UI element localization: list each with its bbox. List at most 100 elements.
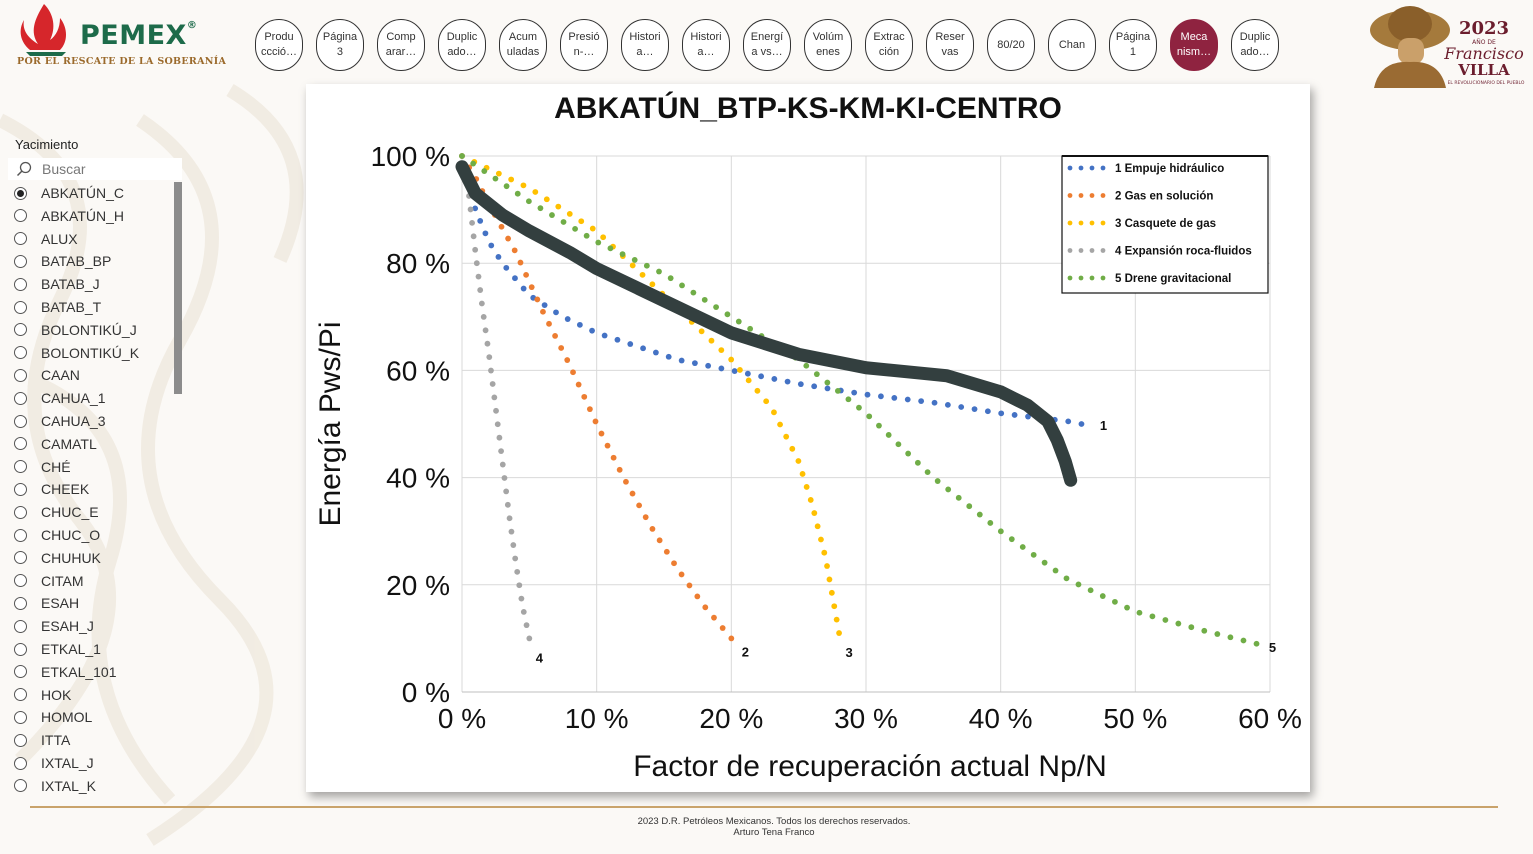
radio-icon[interactable] bbox=[14, 688, 27, 702]
slicer-item[interactable]: CHUHUK bbox=[14, 547, 101, 569]
radio-icon[interactable] bbox=[14, 346, 27, 360]
slicer-search[interactable]: Buscar bbox=[8, 158, 182, 180]
radio-icon[interactable] bbox=[14, 232, 27, 246]
slicer-item[interactable]: ESAH bbox=[14, 592, 79, 614]
nav-button-16[interactable]: Meca nism… bbox=[1170, 19, 1218, 71]
radio-icon[interactable] bbox=[14, 642, 27, 656]
slicer-item[interactable]: ETKAL_1 bbox=[14, 638, 101, 660]
slicer-item-label: CAHUA_1 bbox=[41, 390, 106, 407]
radio-icon[interactable] bbox=[14, 779, 27, 793]
search-input[interactable]: Buscar bbox=[42, 161, 86, 177]
series-1-point bbox=[512, 275, 518, 282]
nav-button-8[interactable]: Histori a… bbox=[682, 19, 730, 71]
series-2-point bbox=[663, 548, 670, 555]
slicer-item[interactable]: CHÉ bbox=[14, 456, 71, 478]
series-1-end-label: 1 bbox=[1100, 418, 1107, 433]
radio-icon[interactable] bbox=[14, 665, 27, 679]
slicer-item[interactable]: CAMATL bbox=[14, 433, 97, 455]
slicer-item[interactable]: HOK bbox=[14, 684, 71, 706]
legend-marker bbox=[1078, 193, 1084, 198]
slicer-scrollbar[interactable] bbox=[174, 182, 182, 394]
radio-icon[interactable] bbox=[14, 209, 27, 223]
series-1-point bbox=[771, 376, 778, 382]
nav-button-9[interactable]: Energí a vs… bbox=[743, 19, 791, 71]
slicer-item[interactable]: ESAH_J bbox=[14, 615, 94, 637]
series-5-point bbox=[813, 371, 820, 378]
series-1-point bbox=[541, 302, 548, 308]
slicer-item[interactable]: CHUC_E bbox=[14, 501, 99, 523]
slicer-item[interactable]: BOLONTIKÚ_J bbox=[14, 319, 137, 341]
radio-icon[interactable] bbox=[14, 414, 27, 428]
series-3-point bbox=[833, 616, 840, 623]
series-5-end-label: 5 bbox=[1269, 640, 1276, 655]
nav-button-10[interactable]: Volúm enes bbox=[804, 19, 852, 71]
radio-icon[interactable] bbox=[14, 551, 27, 565]
nav-button-13[interactable]: 80/20 bbox=[987, 19, 1035, 71]
slicer-item[interactable]: BATAB_J bbox=[14, 273, 100, 295]
radio-selected-icon[interactable] bbox=[14, 186, 27, 200]
nav-button-2[interactable]: Página 3 bbox=[316, 19, 364, 71]
radio-icon[interactable] bbox=[14, 574, 27, 588]
nav-button-3[interactable]: Comp arar… bbox=[377, 19, 425, 71]
radio-icon[interactable] bbox=[14, 277, 27, 291]
radio-icon[interactable] bbox=[14, 619, 27, 633]
radio-icon[interactable] bbox=[14, 460, 27, 474]
series-5-point bbox=[824, 379, 831, 386]
nav-button-11[interactable]: Extrac ción bbox=[865, 19, 913, 71]
slicer-item[interactable]: HOMOL bbox=[14, 706, 92, 728]
slicer-item[interactable]: CHUC_O bbox=[14, 524, 100, 546]
nav-button-1[interactable]: Produ ccció… bbox=[255, 19, 303, 71]
series-4-point bbox=[496, 434, 503, 441]
radio-icon[interactable] bbox=[14, 391, 27, 405]
series-4-point bbox=[516, 582, 523, 589]
slicer-item[interactable]: CAHUA_3 bbox=[14, 410, 106, 432]
nav-button-14[interactable]: Chan bbox=[1048, 19, 1096, 71]
svg-text:Francisco: Francisco bbox=[1443, 44, 1523, 63]
slicer-item[interactable]: BATAB_BP bbox=[14, 250, 111, 272]
radio-icon[interactable] bbox=[14, 756, 27, 770]
series-2-point bbox=[558, 345, 565, 351]
series-2-point bbox=[517, 259, 524, 266]
slicer-item[interactable]: CITAM bbox=[14, 570, 84, 592]
y-tick-label: 20 % bbox=[386, 570, 450, 601]
slicer-item[interactable]: ABKATÚN_H bbox=[14, 205, 124, 227]
slicer-item[interactable]: ABKATÚN_C bbox=[14, 182, 124, 204]
radio-icon[interactable] bbox=[14, 505, 27, 519]
nav-button-4[interactable]: Duplic ado… bbox=[438, 19, 486, 71]
nav-button-6[interactable]: Presió n-… bbox=[560, 19, 608, 71]
series-5-point bbox=[643, 262, 650, 269]
series-3-point bbox=[831, 603, 838, 610]
slicer-item[interactable]: BATAB_T bbox=[14, 296, 101, 318]
radio-icon[interactable] bbox=[14, 323, 27, 337]
series-5-point bbox=[834, 388, 841, 394]
y-tick-label: 0 % bbox=[402, 677, 450, 708]
slicer-item[interactable]: ETKAL_101 bbox=[14, 661, 117, 683]
slicer-item-label: IXTAL_J bbox=[41, 755, 94, 771]
radio-icon[interactable] bbox=[14, 733, 27, 747]
series-4-point bbox=[478, 300, 485, 307]
radio-icon[interactable] bbox=[14, 437, 27, 451]
nav-button-12[interactable]: Reser vas bbox=[926, 19, 974, 71]
slicer-item-label: ALUX bbox=[41, 230, 78, 247]
slicer-item[interactable]: ITTA bbox=[14, 729, 70, 751]
nav-button-5[interactable]: Acum uladas bbox=[499, 19, 547, 71]
radio-icon[interactable] bbox=[14, 528, 27, 542]
radio-icon[interactable] bbox=[14, 596, 27, 610]
nav-button-7[interactable]: Histori a… bbox=[621, 19, 669, 71]
radio-icon[interactable] bbox=[14, 254, 27, 268]
x-tick-label: 0 % bbox=[438, 703, 486, 734]
slicer-item[interactable]: CAHUA_1 bbox=[14, 387, 106, 409]
slicer-item[interactable]: CHEEK bbox=[14, 478, 89, 500]
radio-icon[interactable] bbox=[14, 710, 27, 724]
radio-icon[interactable] bbox=[14, 482, 27, 496]
nav-button-17[interactable]: Duplic ado… bbox=[1231, 19, 1279, 71]
series-1-point bbox=[931, 399, 938, 406]
slicer-item[interactable]: IXTAL_J bbox=[14, 752, 94, 774]
radio-icon[interactable] bbox=[14, 368, 27, 382]
slicer-item[interactable]: IXTAL_K bbox=[14, 775, 96, 797]
slicer-item[interactable]: BOLONTIKÚ_K bbox=[14, 342, 139, 364]
slicer-item[interactable]: ALUX bbox=[14, 228, 78, 250]
slicer-item[interactable]: CAAN bbox=[14, 364, 80, 386]
radio-icon[interactable] bbox=[14, 300, 27, 314]
nav-button-15[interactable]: Página 1 bbox=[1109, 19, 1157, 71]
